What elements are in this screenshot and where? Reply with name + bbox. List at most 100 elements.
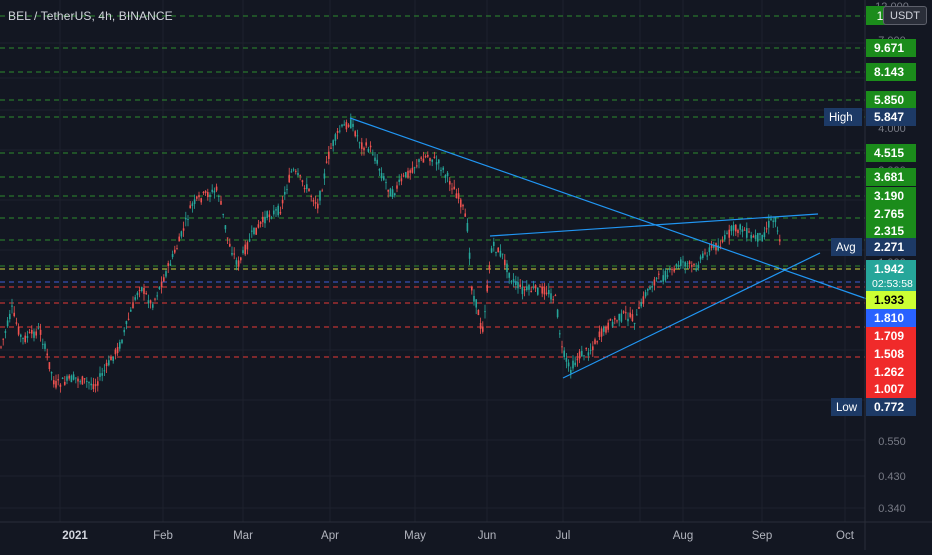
candle-body [110, 357, 112, 361]
candle [688, 260, 691, 269]
price-scale-label: 0.550 [878, 436, 906, 448]
candle [686, 260, 689, 269]
candle [213, 187, 216, 199]
candle [94, 378, 97, 393]
candle [585, 347, 587, 351]
candle [691, 261, 693, 273]
candle [224, 224, 227, 233]
candle-body [266, 211, 268, 219]
candle [449, 177, 451, 192]
currency-button[interactable]: USDT [883, 6, 927, 25]
candle [431, 159, 433, 167]
candle-body [530, 290, 532, 293]
candle [64, 376, 66, 386]
candle-body [438, 159, 440, 164]
candle [130, 307, 132, 312]
candle-body [372, 154, 374, 156]
price-label-0772: 0.772 Low [831, 398, 916, 416]
candle [207, 188, 209, 201]
price-label-2315: 2.315 [866, 222, 916, 240]
candle [50, 371, 53, 381]
candle-body [499, 250, 502, 257]
candle-body [297, 172, 299, 176]
candle-body [682, 261, 684, 263]
candle-body [673, 268, 675, 272]
candle-body [325, 161, 328, 163]
candle [323, 168, 326, 185]
candle-body [154, 298, 156, 300]
candle-body [13, 312, 15, 317]
candle [20, 333, 22, 343]
candle [664, 268, 667, 283]
candle-body [259, 221, 262, 224]
stat-tag-label: Low [836, 402, 858, 414]
candle [112, 356, 114, 364]
candle [264, 210, 266, 228]
candle-body [83, 378, 86, 380]
candle [528, 283, 530, 296]
candle [108, 355, 110, 367]
candle [457, 187, 460, 204]
candle [191, 201, 194, 213]
candle [523, 286, 526, 297]
candle-body [677, 265, 680, 267]
candle [774, 216, 777, 228]
candle-body [112, 356, 114, 361]
candle-body [748, 231, 750, 233]
candle [475, 299, 477, 315]
candle-body [552, 299, 554, 301]
candle [273, 204, 275, 217]
candle [266, 210, 268, 221]
candle [682, 255, 684, 269]
candle-body [244, 244, 246, 255]
candle [88, 381, 90, 390]
candle-body [26, 336, 29, 339]
candle-body [614, 317, 616, 320]
candle-body [119, 342, 121, 349]
candle-body [662, 275, 664, 282]
candle [462, 203, 464, 210]
candle-body [466, 222, 469, 232]
candle-body [732, 225, 735, 231]
candle [391, 186, 394, 200]
candle [347, 123, 350, 128]
candle [510, 280, 513, 285]
candle-body [191, 203, 194, 206]
candle-body [242, 250, 244, 254]
candle-body [255, 227, 257, 235]
candle-body [574, 362, 576, 366]
price-label-box [866, 144, 916, 162]
candle-body [644, 292, 647, 297]
candle [185, 211, 187, 227]
candle-body [680, 259, 682, 267]
candle-body [149, 300, 152, 304]
candle [710, 241, 713, 251]
candle-body [79, 381, 81, 383]
candle-body [543, 287, 546, 295]
candle-body [31, 330, 33, 334]
candle [721, 236, 724, 244]
candle [48, 362, 51, 372]
candle [486, 279, 488, 293]
candle [70, 374, 73, 383]
candle-body [585, 348, 587, 350]
candle-body [202, 192, 205, 194]
price-scale-label: 0.430 [878, 471, 906, 483]
candle [653, 276, 656, 291]
candle-body [0, 346, 2, 348]
candle [17, 323, 20, 337]
candle-body [772, 220, 774, 222]
candle-body [365, 142, 367, 146]
candle [143, 283, 145, 301]
candle [306, 177, 308, 193]
candle [53, 376, 55, 388]
price-label-8143: 8.143 [866, 63, 916, 81]
candle [735, 223, 737, 236]
candle [15, 317, 18, 326]
candle [189, 201, 191, 209]
candle-body [699, 256, 702, 260]
candle-body [356, 135, 359, 137]
price-label-3190: 3.190 [866, 187, 916, 205]
